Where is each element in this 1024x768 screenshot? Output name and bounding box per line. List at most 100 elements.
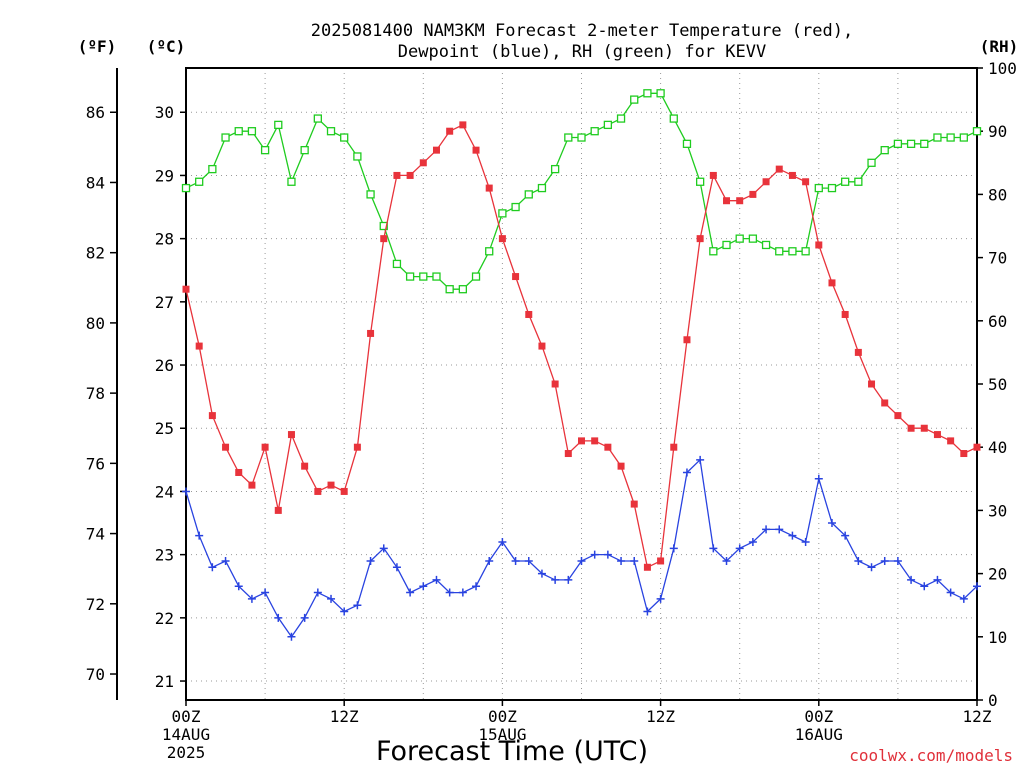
rh-point (458, 285, 468, 294)
dewpoint-point (551, 575, 560, 584)
rh-tick-label: 90 (988, 122, 1007, 141)
temperature-point (327, 481, 335, 489)
dewpoint-point (313, 588, 322, 597)
dewpoint-point (880, 556, 889, 565)
dewpoint-point (775, 525, 784, 534)
fahrenheit-tick-label: 72 (86, 595, 105, 614)
x-tick-label: 16AUG (795, 725, 843, 744)
dewpoint-point (643, 607, 652, 616)
temperature-point (815, 241, 823, 249)
dewpoint-point (814, 474, 823, 483)
rh-point (498, 209, 507, 218)
x-tick-label: 12Z (330, 707, 359, 726)
dewpoint-point (537, 569, 546, 578)
temperature-point (393, 171, 401, 179)
temperature-point (512, 273, 520, 281)
rh-point (933, 133, 942, 142)
rh-point (392, 259, 402, 269)
temperature-point (472, 146, 480, 154)
temperature-point (353, 443, 361, 451)
temperature-point (406, 171, 414, 179)
fahrenheit-tick-label: 78 (86, 384, 105, 403)
celsius-tick-label: 26 (155, 356, 174, 375)
temperature-point (380, 235, 388, 243)
celsius-tick-label: 27 (155, 293, 174, 312)
dewpoint-point (182, 487, 190, 496)
rh-tick-label: 0 (988, 691, 998, 710)
temperature-point (762, 178, 770, 186)
temperature-point (960, 450, 968, 458)
rh-point (775, 247, 784, 256)
celsius-tick-label: 21 (155, 672, 174, 691)
dewpoint-point (946, 588, 955, 597)
rh-unit-label: (RH) (980, 37, 1019, 56)
rh-point (485, 247, 494, 256)
temperature-point (182, 285, 190, 293)
temperature-point (775, 165, 783, 173)
rh-point (274, 120, 283, 130)
rh-point (234, 127, 243, 136)
fahrenheit-tick-label: 76 (86, 454, 105, 473)
dewpoint-point (366, 556, 375, 565)
dewpoint-point (208, 563, 217, 572)
dewpoint-point (458, 588, 467, 597)
fahrenheit-unit-label: (ºF) (78, 37, 117, 56)
temperature-point (709, 171, 717, 179)
x-tick-label: 2025 (167, 743, 206, 762)
dewpoint-point (274, 613, 283, 622)
temperature-point (564, 450, 572, 458)
gridlines (186, 68, 977, 700)
temperature-point (261, 443, 269, 451)
rh-point (340, 133, 349, 142)
rh-point (208, 164, 217, 174)
rh-point (656, 89, 665, 98)
temperature-point (525, 310, 533, 318)
temperature-point (947, 437, 955, 445)
rh-point (537, 183, 547, 193)
rh-point (630, 95, 639, 104)
temperature-point (643, 563, 651, 571)
dewpoint-point (617, 556, 626, 565)
dewpoint-point (445, 588, 454, 597)
temperature-point (195, 342, 203, 350)
temperature-point (419, 159, 427, 167)
dewpoint-point (827, 519, 836, 528)
rh-point (287, 177, 296, 186)
celsius-tick-label: 30 (155, 103, 174, 122)
rh-point (564, 133, 573, 142)
x-tick-label: 14AUG (162, 725, 210, 744)
rh-tick-label: 10 (988, 628, 1007, 647)
dewpoint-point (379, 544, 388, 553)
rh-point (221, 133, 230, 142)
tick-labels: 2122232425262728293070727476788082848601… (86, 59, 1017, 762)
celsius-tick-label: 24 (155, 482, 174, 501)
temperature-point (894, 412, 902, 420)
temperature-point (538, 342, 546, 350)
fahrenheit-tick-label: 70 (86, 665, 105, 684)
temperature-point (459, 121, 467, 129)
rh-point (722, 240, 731, 250)
temperature-point (208, 412, 216, 420)
dewpoint-point (234, 582, 243, 591)
dewpoint-point (511, 556, 520, 565)
dewpoint-point (247, 594, 256, 603)
rh-point (511, 202, 520, 212)
dewpoint-point (907, 575, 916, 584)
temperature-point (696, 235, 704, 243)
temperature-point (630, 500, 638, 508)
rh-point (181, 183, 191, 193)
rh-point (880, 146, 889, 155)
dewpoint-point (485, 556, 494, 565)
rh-point (854, 177, 863, 186)
celsius-tick-label: 25 (155, 419, 174, 438)
dewpoint-point (682, 468, 691, 477)
temperature-point (920, 424, 928, 432)
dewpoint-point (419, 582, 428, 591)
dewpoint-point (841, 531, 850, 540)
x-tick-label: 00Z (804, 707, 833, 726)
temperature-point (973, 443, 981, 451)
x-tick-label: 00Z (172, 707, 201, 726)
temperature-point (933, 431, 941, 439)
temperature-point (736, 197, 744, 205)
temperature-point (274, 506, 282, 514)
